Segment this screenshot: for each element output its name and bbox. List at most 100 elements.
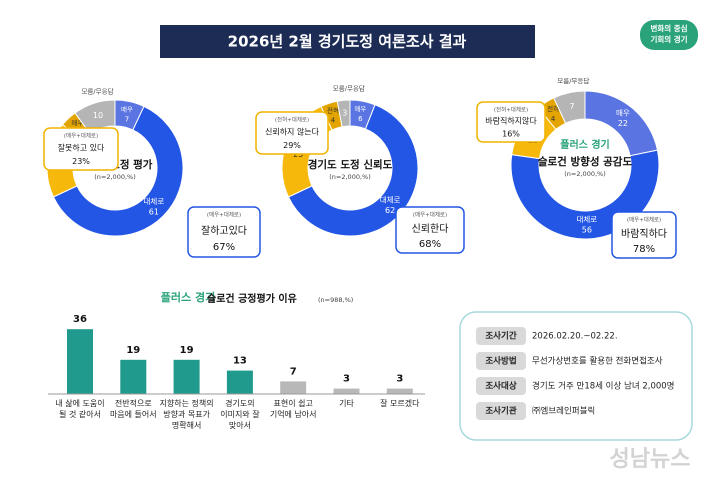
callout-note: (매우+대체로) bbox=[64, 132, 98, 140]
info-label: 조사대상 bbox=[485, 381, 516, 392]
callout-note: (전혀+대체로) bbox=[494, 106, 528, 114]
info-text: 2026.02.20.~02.22. bbox=[532, 332, 618, 342]
bar bbox=[280, 381, 307, 394]
header-bar bbox=[160, 25, 535, 58]
bar-value: 19 bbox=[180, 345, 194, 356]
callout-box bbox=[187, 206, 261, 258]
info-label-bg bbox=[476, 352, 526, 370]
segment-name: 매우 bbox=[616, 109, 630, 118]
donut-segment bbox=[553, 90, 586, 124]
callout-label: 신뢰한다 bbox=[412, 223, 449, 235]
segment-value: 3 bbox=[342, 109, 347, 118]
info-text: 무선가상번호를 활용한 전화면접조사 bbox=[532, 356, 663, 367]
x-tick-label: 기타 bbox=[339, 399, 354, 408]
callout-value: 16% bbox=[502, 130, 520, 139]
x-tick-label: 전반적으로 마음에 들어서 bbox=[109, 399, 157, 419]
donut-segment bbox=[287, 104, 419, 237]
bar-value: 19 bbox=[126, 345, 140, 356]
bar bbox=[120, 359, 147, 394]
donut-segment bbox=[52, 105, 184, 237]
segment-name: 매우 bbox=[354, 105, 366, 113]
segment-name: 대체로 bbox=[144, 196, 165, 206]
info-label-bg bbox=[476, 377, 526, 395]
segment-value: 6 bbox=[358, 115, 363, 123]
bar-value: 3 bbox=[343, 374, 350, 385]
callout-box bbox=[255, 111, 329, 155]
callout-label: 잘못하고 있다 bbox=[58, 143, 105, 153]
callout-value: 68% bbox=[419, 239, 441, 250]
x-tick-label: 표현이 쉽고 기억에 남아서 bbox=[269, 399, 317, 419]
segment-value: 4 bbox=[331, 117, 336, 125]
donut-title: 경기도 도정 신뢰도 bbox=[308, 158, 393, 171]
info-label: 조사기간 bbox=[485, 331, 516, 342]
badge: 플러스 경기 bbox=[560, 138, 609, 151]
bar bbox=[67, 329, 93, 394]
x-tick-label: 잘 모르겠다 bbox=[380, 399, 420, 408]
page-title: 2026년 2월 경기도정 여론조사 결과 bbox=[228, 33, 467, 51]
x-tick-label: 경기도의 이미지와 잘 맞아서 bbox=[220, 399, 260, 430]
callout-box bbox=[611, 211, 677, 259]
donut-title: 슬로건 방향성 공감도 bbox=[538, 155, 633, 168]
bar-value: 7 bbox=[290, 366, 297, 377]
segment-name: 전혀 bbox=[547, 104, 559, 113]
logo-line: 기회의 경기 bbox=[650, 34, 687, 44]
segment-value: 7 bbox=[569, 102, 574, 111]
info-label-bg bbox=[476, 327, 526, 345]
x-tick-label: 내 삶에 도움이 될 것 같아서 bbox=[55, 399, 105, 419]
segment-name: 모름/무응답 bbox=[557, 77, 589, 85]
callout-value: 29% bbox=[283, 141, 301, 150]
segment-name: 매우 bbox=[121, 105, 133, 113]
bar-value: 36 bbox=[73, 314, 87, 325]
callout-label: 신뢰하지 않는다 bbox=[265, 127, 320, 137]
segment-name: 모름/무응답 bbox=[81, 88, 113, 96]
callout-value: 67% bbox=[213, 242, 235, 253]
segment-name: 모름/무응답 bbox=[333, 84, 365, 92]
callout-label: 잘하고있다 bbox=[201, 224, 247, 237]
segment-value: 61 bbox=[149, 207, 159, 216]
callout-note: (매우+대체로) bbox=[207, 211, 241, 219]
callout-value: 78% bbox=[633, 244, 655, 255]
bar bbox=[333, 388, 360, 394]
callout-note: (매우+대체로) bbox=[627, 216, 661, 224]
segment-value: 7 bbox=[125, 115, 129, 123]
segment-name: 대체로 bbox=[380, 195, 401, 205]
callout-box bbox=[43, 127, 119, 171]
callout-value: 23% bbox=[72, 157, 90, 166]
segment-value: 56 bbox=[582, 225, 592, 234]
segment-name: 대체로 bbox=[577, 214, 598, 224]
callout-label: 바람직하다 bbox=[621, 227, 667, 240]
segment-name: 매우 bbox=[71, 119, 83, 127]
info-text: ㈜엠브레인퍼블릭 bbox=[532, 406, 595, 417]
logo-bg bbox=[640, 20, 698, 50]
bar-value: 3 bbox=[396, 374, 403, 385]
info-label-bg bbox=[476, 402, 526, 420]
segment-value: 62 bbox=[385, 206, 395, 215]
bar-subtitle: (n=988,%) bbox=[318, 296, 353, 304]
donut-subtitle: (n=2,000,%) bbox=[564, 170, 606, 178]
bar bbox=[386, 388, 413, 394]
logo-line: 변화의 중심 bbox=[650, 23, 687, 33]
callout-box bbox=[395, 206, 465, 254]
donut-subtitle: (n=2,000,%) bbox=[329, 173, 371, 181]
donut-subtitle: (n=2,000,%) bbox=[94, 173, 136, 181]
bar-value: 13 bbox=[233, 356, 247, 367]
info-text: 경기도 거주 만18세 이상 남녀 2,000명 bbox=[532, 381, 675, 392]
callout-note: (전혀+대체로) bbox=[275, 116, 309, 124]
bar-title: 슬로건 긍정평가 이유 bbox=[207, 292, 297, 305]
x-tick-label: 지향하는 정책의 방향과 목표가 명확해서 bbox=[159, 399, 214, 430]
segment-value: 22 bbox=[618, 119, 628, 128]
callout-box bbox=[476, 101, 546, 143]
segment-value: 4 bbox=[551, 115, 556, 123]
info-label: 조사방법 bbox=[485, 356, 516, 367]
watermark: 성남뉴스 bbox=[610, 447, 691, 472]
callout-label: 바람직하지않다 bbox=[485, 116, 537, 126]
segment-value: 10 bbox=[93, 111, 103, 120]
segment-name: 전혀 bbox=[327, 106, 339, 115]
donut-segment bbox=[336, 99, 351, 128]
bar bbox=[173, 359, 200, 394]
bar-badge: 플러스 경기 bbox=[161, 290, 215, 304]
bar bbox=[226, 370, 253, 394]
callout-note: (매우+대체로) bbox=[413, 211, 447, 219]
